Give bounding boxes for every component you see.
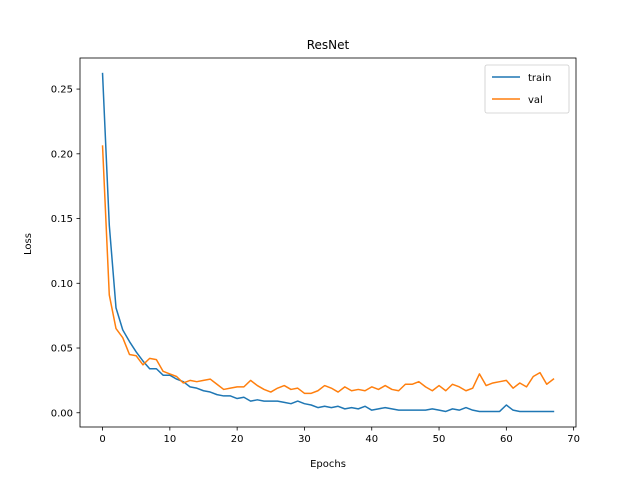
x-tick-label: 50 (433, 434, 446, 445)
y-tick-label: 0.05 (51, 344, 73, 355)
y-axis-label: Loss (23, 233, 34, 255)
series-line-train (101, 72, 555, 413)
y-tick-label: 0.00 (51, 408, 73, 419)
y-tick-label: 0.20 (51, 149, 73, 160)
legend-box (484, 64, 570, 114)
x-tick-label: 70 (567, 434, 580, 445)
legend-label-val: val (528, 95, 543, 106)
x-tick-label: 60 (500, 434, 513, 445)
x-axis-label: Epochs (310, 459, 346, 470)
x-tick-label: 40 (365, 434, 378, 445)
x-tick-label: 20 (231, 434, 244, 445)
legend-label-train: train (528, 73, 551, 84)
y-tick-label: 0.25 (51, 85, 73, 96)
y-tick-label: 0.10 (51, 279, 73, 290)
axes-frame (79, 57, 577, 428)
x-tick-label: 0 (99, 434, 105, 445)
y-tick-label: 0.15 (51, 214, 73, 225)
series-line-val (101, 145, 555, 395)
legend: train val (484, 64, 570, 114)
plot-area: 0 10 20 30 40 50 60 70 0.00 0.05 0.10 0.15 0.20 0.25 (51, 57, 580, 445)
chart-title: ResNet (307, 38, 350, 52)
x-tick-label: 10 (163, 434, 176, 445)
x-tick-label: 30 (298, 434, 311, 445)
